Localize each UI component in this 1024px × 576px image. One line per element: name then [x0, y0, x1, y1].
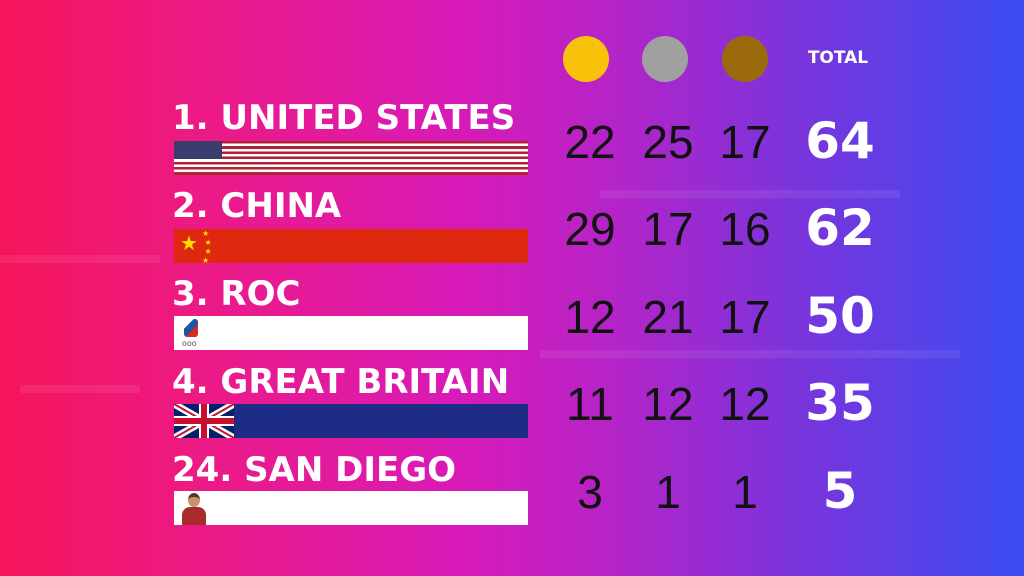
uk-flag-icon — [174, 404, 528, 438]
silver-count: 21 — [642, 291, 694, 343]
san-diego-portrait-icon — [174, 491, 528, 525]
roc-flag-icon: ooo — [174, 316, 528, 350]
bg-stripe — [0, 255, 160, 263]
gold-count: 11 — [566, 378, 614, 430]
gold-count: 29 — [564, 203, 616, 255]
gold-count: 12 — [564, 291, 616, 343]
silver-count: 25 — [642, 116, 694, 168]
gold-count: 22 — [564, 116, 616, 168]
bronze-count: 16 — [719, 203, 771, 255]
silver-count: 17 — [642, 203, 694, 255]
bronze-count: 17 — [719, 291, 771, 343]
bg-stripe — [540, 350, 960, 358]
country-name: 24. SAN DIEGO — [172, 450, 457, 490]
total-count: 62 — [805, 199, 875, 257]
usa-flag-icon — [174, 141, 528, 175]
silver-medal-icon — [642, 36, 688, 82]
bg-stripe — [20, 385, 140, 393]
total-count: 64 — [805, 112, 875, 170]
total-count: 35 — [805, 374, 875, 432]
china-flag-icon: ★ ★ ★ ★ ★ — [174, 229, 528, 263]
country-name: 1. UNITED STATES — [172, 98, 516, 138]
country-name: 4. GREAT BRITAIN — [172, 362, 510, 402]
bg-stripe — [600, 190, 900, 198]
bronze-medal-icon — [722, 36, 768, 82]
bronze-count: 1 — [732, 466, 758, 518]
country-name: 2. CHINA — [172, 186, 342, 226]
silver-count: 12 — [642, 378, 694, 430]
total-header: TOTAL — [807, 48, 869, 68]
silver-count: 1 — [655, 466, 681, 518]
bronze-count: 17 — [719, 116, 771, 168]
gold-count: 3 — [577, 466, 603, 518]
total-count: 50 — [805, 287, 875, 345]
country-name: 3. ROC — [172, 274, 301, 314]
bronze-count: 12 — [719, 378, 771, 430]
total-count: 5 — [822, 462, 858, 520]
gold-medal-icon — [563, 36, 609, 82]
